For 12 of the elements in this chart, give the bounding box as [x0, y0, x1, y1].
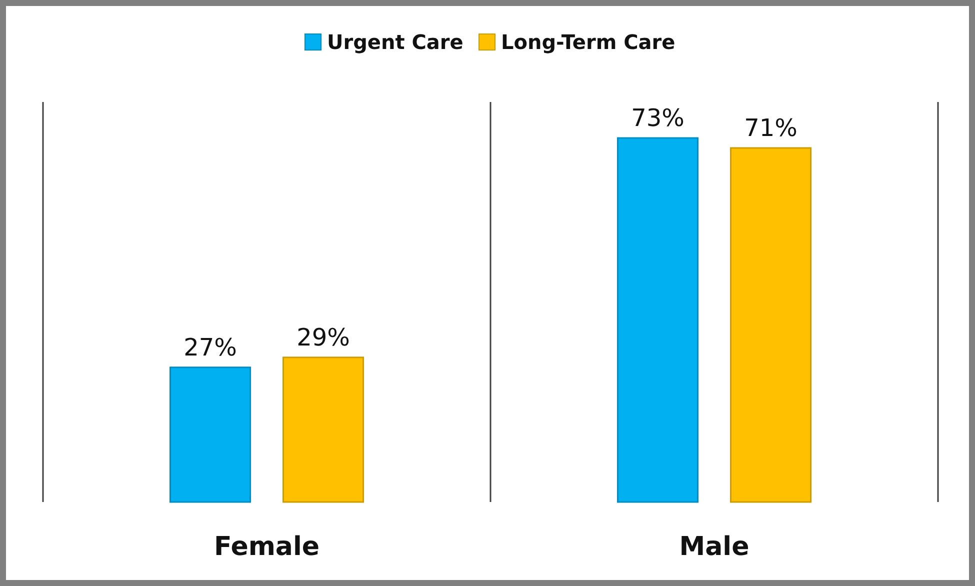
bar: [170, 366, 251, 503]
x-tick-label: Male: [679, 532, 750, 562]
data-label: 27%: [184, 333, 237, 362]
legend-label: Urgent Care: [327, 30, 464, 54]
bar: [730, 147, 812, 503]
data-label: 29%: [296, 323, 350, 352]
bar: [617, 137, 698, 503]
x-tick-label: Female: [214, 532, 320, 562]
data-label: 71%: [744, 114, 798, 142]
data-label: 73%: [631, 104, 684, 132]
legend-label: Long-Term Care: [501, 30, 676, 54]
bar: [282, 356, 364, 503]
